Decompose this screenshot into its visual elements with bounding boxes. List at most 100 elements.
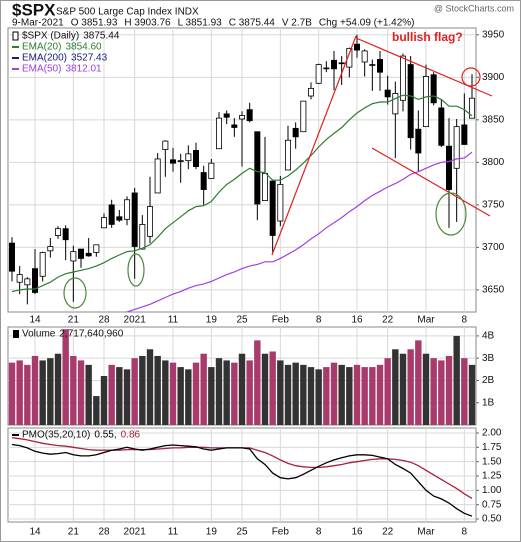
index-name: S&P 500 Large Cap Index INDX <box>56 7 199 18</box>
volume-bar <box>323 367 330 425</box>
volume-bar <box>200 353 207 425</box>
ema-line <box>125 151 473 312</box>
volume-bar <box>361 367 368 425</box>
volume-bar <box>131 358 138 425</box>
volume-bar <box>93 396 100 425</box>
candle-body <box>139 224 146 250</box>
y-tick-label: 0.50 <box>482 514 502 525</box>
legend-label: EMA(50) <box>22 64 61 75</box>
candle-body <box>353 43 360 51</box>
legend-value: 2,717,640,960 <box>59 329 123 340</box>
volume-bar <box>77 360 85 425</box>
candle-body <box>461 124 468 145</box>
legend-icon <box>12 31 19 41</box>
volume-bar <box>47 358 54 425</box>
candle-body <box>169 159 176 164</box>
quote-field: 9-Mar-2021 <box>12 18 64 29</box>
volume-bar <box>85 364 92 425</box>
volume-bar <box>54 353 62 425</box>
quote-field: C 3875.44 <box>229 18 276 29</box>
volume-bar <box>307 367 315 425</box>
volume-bar <box>445 355 453 425</box>
candle-body <box>55 228 62 236</box>
candle-body <box>215 117 222 150</box>
flag-bottom-line <box>371 147 491 217</box>
volume-bar <box>399 353 407 425</box>
legend-label: EMA(20) <box>22 42 61 53</box>
y-tick-label: 3800 <box>482 157 505 168</box>
volume-bar <box>269 351 276 425</box>
quote-field: O 3851.93 <box>71 18 118 29</box>
volume-bar <box>8 362 16 425</box>
y-tick-label: 3650 <box>482 285 505 296</box>
candle-body <box>361 50 368 63</box>
x-tick-label: 2021 <box>124 527 147 538</box>
annotations <box>63 35 493 309</box>
x-tick-label: 22 <box>382 315 394 326</box>
volume-bar <box>376 364 384 425</box>
volume-bar <box>415 340 422 425</box>
volume-bar <box>146 349 154 425</box>
volume-bar <box>231 362 238 425</box>
low-circle <box>435 192 467 236</box>
candle-body <box>399 55 406 101</box>
candle-body <box>62 228 69 241</box>
candle-body <box>277 184 284 222</box>
candle-body <box>231 124 238 128</box>
y-tick-label: 1.25 <box>482 471 502 482</box>
candle-body <box>315 64 322 84</box>
volume-bar <box>177 367 184 425</box>
y-tick-label: 1.50 <box>482 456 502 467</box>
x-tick-label: 16 <box>351 315 363 326</box>
legend-icon <box>13 330 19 338</box>
volume-bar <box>438 360 445 425</box>
volume-bar <box>392 349 399 425</box>
candle-body <box>32 268 39 293</box>
volume-bar <box>453 335 460 425</box>
candle-body <box>192 150 199 167</box>
x-tick-label: Mar <box>417 315 435 326</box>
x-tick-label: 14 <box>29 527 41 538</box>
volume-bar <box>223 360 230 425</box>
legend-label: EMA(200) <box>22 53 67 64</box>
x-tick-label: 19 <box>206 527 218 538</box>
volume-bar <box>346 367 353 425</box>
candle-body <box>154 158 161 194</box>
candle-body <box>47 246 54 252</box>
quote-field: V 2.7B <box>282 18 312 29</box>
x-tick-label: 19 <box>206 315 218 326</box>
x-tick-label: 2021 <box>124 315 147 326</box>
x-tick-label: 28 <box>98 315 110 326</box>
quote-field: Chg +54.09 (+1.42%) <box>319 18 415 29</box>
volume-bar <box>116 367 123 425</box>
legend-label: Volume <box>22 329 56 340</box>
candle-body <box>376 59 383 73</box>
quote-line: 9-Mar-2021 O 3851.93 H 3903.76 L 3851.93 C 3… <box>12 18 415 29</box>
candle-body <box>453 126 460 169</box>
volume-bar <box>31 355 39 425</box>
volume-bar <box>292 362 299 425</box>
y-tick-label: 3700 <box>482 242 505 253</box>
candle-body <box>208 162 215 179</box>
candle-body <box>392 93 399 115</box>
volume-bar <box>277 360 284 425</box>
volume-bar <box>261 353 269 425</box>
volume-bar <box>461 358 468 425</box>
candle-body <box>415 128 422 154</box>
x-tick-label: 21 <box>68 527 80 538</box>
candle-body <box>284 139 291 171</box>
legend-value: 3875.44 <box>83 31 120 42</box>
y-tick-label: 3750 <box>482 200 505 211</box>
y-tick-label: 2B <box>482 375 495 386</box>
volume-bar <box>123 369 131 425</box>
volume-bar <box>39 360 46 425</box>
candle-body <box>78 248 85 259</box>
candle-body <box>422 76 429 128</box>
volume-bar <box>100 376 108 425</box>
candle-body <box>223 113 230 118</box>
y-tick-label: 4B <box>482 331 495 342</box>
trend-line <box>271 35 357 256</box>
x-tick-label: 11 <box>168 527 179 538</box>
legend-value: 0.55, <box>94 430 116 441</box>
